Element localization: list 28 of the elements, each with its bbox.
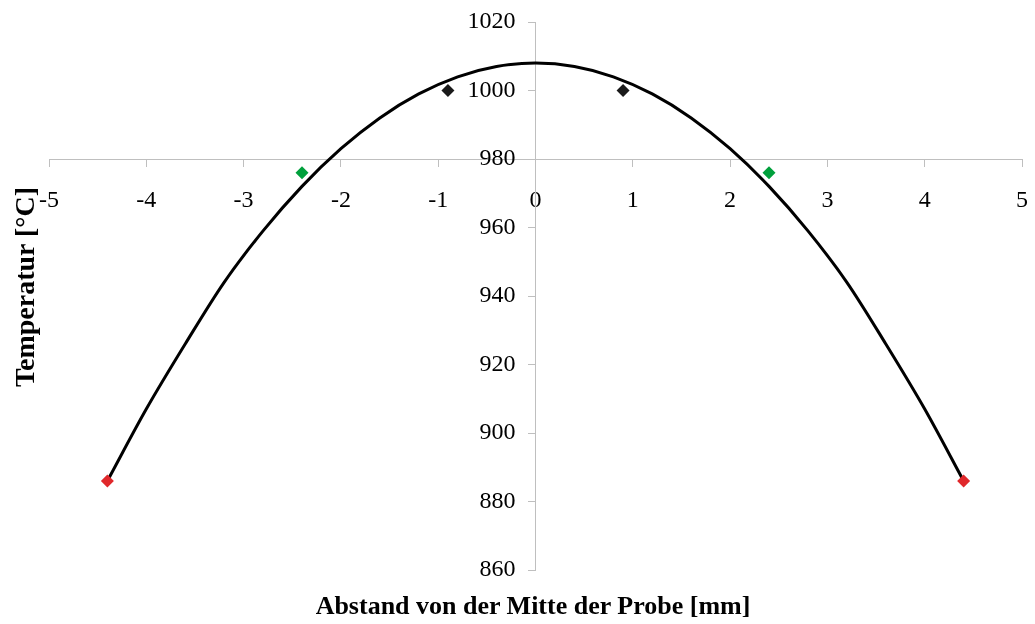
point: [957, 474, 971, 488]
y-tick-label: 940: [479, 281, 516, 308]
y-tick-label: 920: [479, 349, 516, 376]
point: [100, 474, 114, 488]
y-axis-title: Temperatur [°C]: [9, 186, 40, 388]
y-tick-label: 860: [479, 555, 516, 582]
point: [762, 166, 776, 180]
y-tick-label: 980: [479, 144, 516, 171]
x-tick-label: -5: [39, 185, 59, 212]
x-tick-label: 4: [918, 185, 931, 212]
x-tick-label: -2: [330, 185, 351, 212]
x-tick-label: 2: [724, 185, 737, 212]
y-tick-label: 1020: [467, 7, 516, 34]
point: [441, 84, 455, 97]
x-tick-label: 5: [1016, 185, 1028, 212]
y-tick-label: 1000: [467, 75, 516, 102]
x-axis-title: Abstand von der Mitte der Probe [mm]: [315, 591, 751, 620]
y-tick-label: 880: [479, 486, 516, 513]
x-tick-label: -1: [428, 185, 449, 212]
x-tick-label: 1: [626, 185, 639, 212]
x-tick-label: 3: [821, 185, 834, 212]
y-tick-label: 900: [479, 418, 516, 445]
point: [616, 84, 630, 97]
x-tick-label: -3: [233, 185, 254, 212]
x-tick-label: 0: [529, 185, 542, 212]
y-tick-label: 960: [479, 212, 516, 239]
x-tick-label: -4: [136, 185, 157, 212]
point: [295, 166, 309, 180]
